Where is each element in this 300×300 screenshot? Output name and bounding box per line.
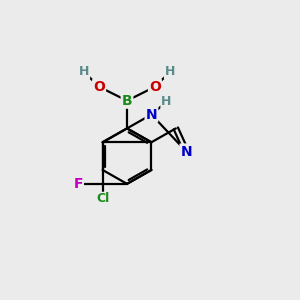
- Text: H: H: [79, 65, 89, 78]
- Text: H: H: [165, 65, 175, 78]
- Text: H: H: [161, 95, 172, 108]
- Text: N: N: [181, 145, 192, 158]
- Text: N: N: [146, 107, 157, 122]
- Text: O: O: [149, 80, 161, 94]
- Text: Cl: Cl: [96, 192, 109, 206]
- Text: F: F: [74, 177, 83, 191]
- Text: B: B: [122, 94, 132, 108]
- Text: O: O: [93, 80, 105, 94]
